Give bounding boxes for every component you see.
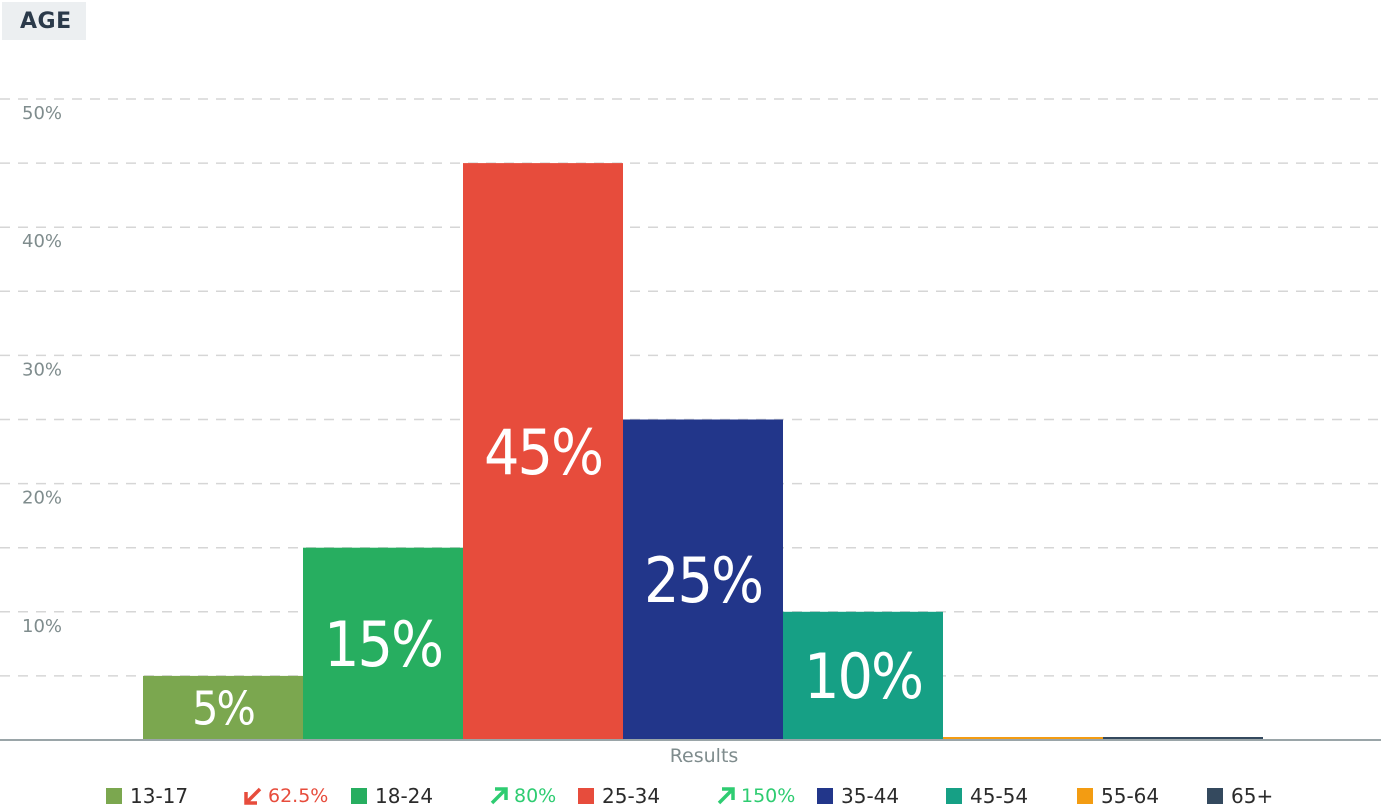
change-value: 62.5% xyxy=(268,785,329,807)
bar-value-label: 5% xyxy=(192,682,254,736)
bar-35-44[interactable] xyxy=(623,419,783,741)
bar-55-64[interactable] xyxy=(943,737,1103,740)
legend-label: 25-34 xyxy=(602,784,661,808)
legend-item-35-44[interactable]: 35-44 xyxy=(817,784,899,808)
legend-label: 55-64 xyxy=(1101,784,1160,808)
legend: 13-17 62.5% 18-24 80% 25-34 150% 35-44 4… xyxy=(0,784,1381,808)
legend-item-13-17[interactable]: 13-17 xyxy=(106,784,188,808)
legend-item-55-64[interactable]: 55-64 xyxy=(1077,784,1159,808)
arrow-down-left-icon xyxy=(244,787,262,805)
legend-label: 65+ xyxy=(1231,784,1274,808)
change-indicator-down: 62.5% xyxy=(242,784,328,808)
legend-item-25-34[interactable]: 25-34 xyxy=(578,784,660,808)
bar-18-24[interactable] xyxy=(303,547,463,740)
y-tick-label: 40% xyxy=(22,231,62,252)
legend-label: 45-54 xyxy=(970,784,1029,808)
legend-swatch xyxy=(578,788,594,804)
y-tick-label: 10% xyxy=(22,616,62,637)
change-indicator-up: 150% xyxy=(715,784,795,808)
legend-swatch xyxy=(1077,788,1093,804)
bar-65+[interactable] xyxy=(1103,737,1263,740)
arrow-up-right-icon xyxy=(717,787,735,805)
change-value: 150% xyxy=(741,785,796,807)
bar-45-54[interactable] xyxy=(783,611,943,740)
legend-label: 18-24 xyxy=(375,784,434,808)
y-tick-label: 20% xyxy=(22,488,62,509)
legend-swatch xyxy=(1207,788,1223,804)
change-indicator-up: 80% xyxy=(488,784,556,808)
x-axis-label: Results xyxy=(670,745,739,767)
legend-swatch xyxy=(817,788,833,804)
arrow-up-right-icon xyxy=(490,787,508,805)
chart-title: AGE xyxy=(20,8,72,34)
legend-item-65-plus[interactable]: 65+ xyxy=(1207,784,1273,808)
bar-value-label: 25% xyxy=(644,544,762,617)
legend-label: 35-44 xyxy=(841,784,900,808)
bar-13-17[interactable] xyxy=(143,675,303,740)
change-value: 80% xyxy=(514,785,557,807)
chart-title-badge: AGE xyxy=(2,2,86,40)
legend-label: 13-17 xyxy=(130,784,189,808)
y-tick-label: 50% xyxy=(22,103,62,124)
legend-swatch xyxy=(946,788,962,804)
bar-value-label: 45% xyxy=(484,416,602,489)
legend-swatch xyxy=(106,788,122,804)
bar-25-34[interactable] xyxy=(463,163,623,741)
bar-value-label: 10% xyxy=(804,640,922,713)
bar-value-label: 15% xyxy=(324,608,442,681)
legend-swatch xyxy=(351,788,367,804)
y-tick-label: 30% xyxy=(22,359,62,380)
legend-item-18-24[interactable]: 18-24 xyxy=(351,784,433,808)
legend-item-45-54[interactable]: 45-54 xyxy=(946,784,1028,808)
bar-chart: 10% 20% 30% 40% 50% 5% 15% 45% 25% 10% Results xyxy=(0,98,1381,767)
